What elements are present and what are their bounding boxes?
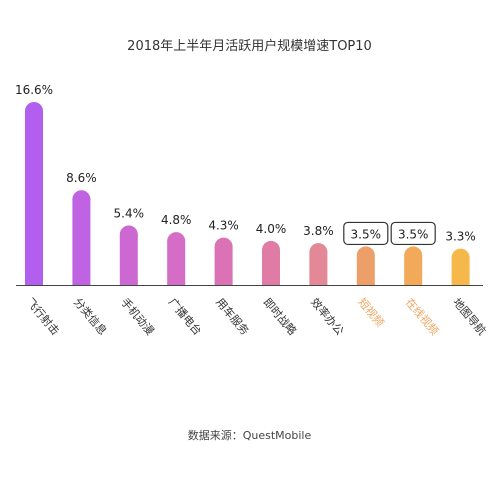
bar-cap: [404, 246, 423, 265]
source-note: 数据来源：QuestMobile: [187, 429, 312, 442]
bar: [404, 246, 423, 285]
bar-cap: [119, 225, 138, 244]
category-label: 效率办公: [308, 295, 347, 338]
bar: [356, 246, 375, 285]
chart-title: 2018年上半年月活跃用户规模增速TOP10: [127, 39, 372, 54]
category-label: 短视频: [355, 295, 387, 329]
bar-body: [25, 111, 43, 285]
bar-body: [309, 252, 328, 285]
highlight-box: [343, 221, 389, 246]
highlight-box: [390, 221, 436, 246]
category-label: 地图导航: [450, 295, 489, 338]
bar-cap: [356, 246, 375, 265]
value-label: 5.4%: [114, 206, 145, 220]
bar-cap: [451, 248, 470, 267]
bar-body: [167, 241, 186, 285]
category-label: 用车服务: [213, 295, 252, 338]
value-label: 4.3%: [208, 219, 239, 233]
category-label: 手机动漫: [118, 295, 157, 338]
bar: [167, 232, 186, 285]
bar: [25, 102, 43, 285]
bar: [262, 240, 280, 285]
value-label: 8.6%: [66, 171, 97, 185]
bar: [451, 248, 470, 285]
bar-cap: [262, 240, 280, 259]
value-label: 3.5%: [351, 227, 382, 241]
bar-cap: [25, 102, 43, 120]
category-label: 广播电台: [166, 295, 205, 338]
bar-cap: [214, 237, 233, 256]
value-label: 3.5%: [398, 227, 429, 241]
category-label: 分类信息: [71, 295, 110, 338]
value-label: 3.3%: [445, 230, 476, 244]
bar: [72, 190, 91, 285]
value-label: 4.0%: [256, 222, 287, 236]
category-label: 即时战略: [261, 295, 300, 338]
bar-cap: [72, 190, 91, 209]
value-label: 3.8%: [303, 224, 334, 238]
value-label: 4.8%: [161, 213, 192, 227]
category-label: 在线视频: [403, 295, 442, 338]
bar-body: [72, 199, 91, 285]
category-label: 飞行射击: [24, 295, 63, 338]
bar-cap: [309, 243, 328, 262]
bar: [309, 243, 328, 285]
value-label: 16.6%: [15, 83, 53, 97]
bar: [214, 237, 233, 285]
bar-body: [119, 234, 138, 285]
bar: [119, 225, 138, 285]
bar-body: [262, 249, 280, 285]
bar-cap: [167, 232, 186, 251]
bar-body: [214, 246, 233, 285]
